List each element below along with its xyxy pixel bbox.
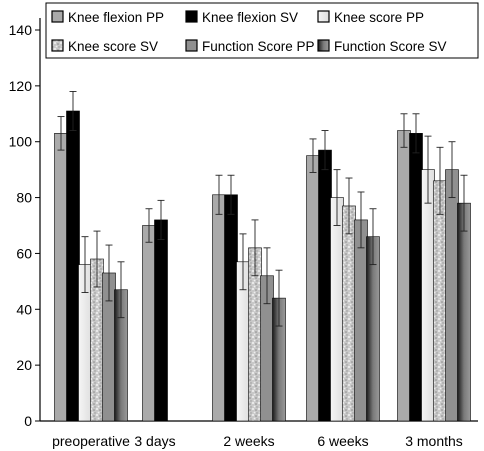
bar [306,155,320,422]
legend-swatch [185,39,198,52]
x-category-label: 6 weeks [317,433,368,449]
bars [54,110,471,422]
legend-label: Knee score PP [334,10,424,25]
bar [330,197,344,422]
bar [318,149,332,422]
x-category-label: 3 days [134,433,175,449]
x-category-label: 3 months [405,433,463,449]
bar [224,194,238,422]
legend-swatch [317,39,330,52]
legend-label: Function Score PP [202,39,315,54]
y-tick-label: 140 [9,22,33,38]
y-tick-label: 60 [16,245,32,261]
legend-swatch [51,10,64,23]
y-tick-label: 20 [16,357,32,373]
legend-swatch [51,39,64,52]
legend-box [45,2,479,59]
bar [445,169,459,422]
legend-label: Knee flexion SV [202,10,298,25]
bar [397,130,411,422]
legend: Knee flexion PP Knee flexion SV Knee score… [45,2,479,59]
legend-label: Function Score SV [334,39,447,54]
error-bars [57,90,468,327]
legend-swatch [185,10,198,23]
bar [433,180,447,422]
x-category-label: preoperative [52,433,130,449]
legend-label: Knee flexion PP [68,10,164,25]
bar [212,194,226,422]
y-tick-label: 40 [16,301,32,317]
y-tick-label: 120 [9,78,33,94]
bar [154,219,168,422]
x-category-label: 2 weeks [223,433,274,449]
bar [421,169,435,422]
y-tick-label: 80 [16,190,32,206]
axes: 0 20 40 60 80 100 120 140 preoperative 3 days 2 we… [9,18,478,449]
bar [342,205,356,422]
y-tick-label: 0 [24,413,32,429]
y-tick-label: 100 [9,134,33,150]
bar [142,225,156,422]
bar [66,110,80,422]
legend-label: Knee score SV [68,39,158,54]
legend-swatch [317,10,330,23]
bar [354,219,368,422]
bar [457,202,471,422]
bar [409,133,423,422]
bar [54,133,68,422]
